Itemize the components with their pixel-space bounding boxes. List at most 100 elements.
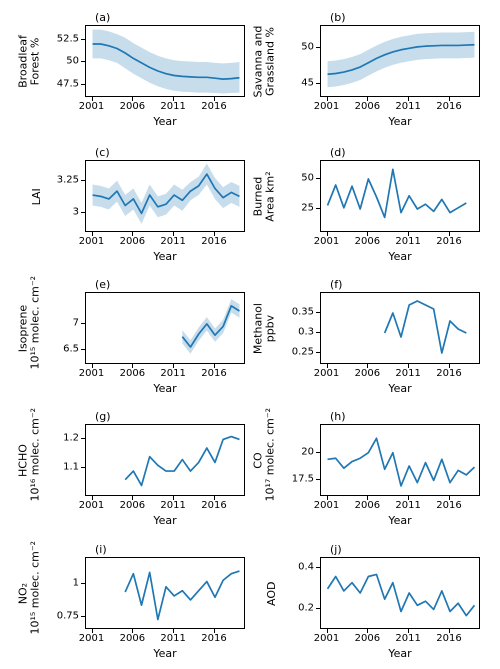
x-tick-label: 2006 [120,236,145,247]
y-tick [81,180,85,181]
y-tick-label: 47.5 [57,78,79,89]
panel-j [320,557,480,629]
x-axis-label: Year [385,382,415,395]
plot-area [86,293,246,365]
confidence-band [328,32,475,87]
y-tick-label: 0.3 [298,327,314,338]
x-axis-label: Year [385,115,415,128]
y-tick-label: 52.5 [57,33,79,44]
plot-area [321,558,481,630]
x-tick-label: 2001 [314,368,339,379]
y-tick-label: 1.2 [63,433,79,444]
x-tick-label: 2016 [201,101,226,112]
y-tick [81,616,85,617]
panel-label: (i) [95,543,107,556]
y-tick [316,312,320,313]
y-tick [81,583,85,584]
panel-a [85,25,245,97]
x-axis-label: Year [385,250,415,263]
x-tick-label: 2016 [201,368,226,379]
x-tick-label: 2006 [120,368,145,379]
y-tick-label: 20 [301,446,314,457]
y-tick-label: 7 [73,317,79,328]
y-tick-label: 17.5 [292,474,314,485]
y-tick [316,352,320,353]
panel-label: (e) [95,278,110,291]
x-tick-label: 2001 [314,101,339,112]
plot-area [321,26,481,98]
y-tick [316,332,320,333]
y-tick [81,467,85,468]
plot-area [86,558,246,630]
panel-label: (d) [330,146,346,159]
y-axis-label: NO₂ 10¹⁵ molec. cm⁻² [17,553,40,635]
y-tick-label: 0.75 [57,610,79,621]
y-tick [81,84,85,85]
y-tick [316,178,320,179]
x-tick-label: 2006 [120,500,145,511]
confidence-band [93,30,240,94]
panel-b [320,25,480,97]
x-tick-label: 2001 [79,101,104,112]
panel-label: (h) [330,410,346,423]
x-tick-label: 2011 [395,500,420,511]
x-axis-label: Year [150,647,180,660]
y-tick-label: 50 [301,173,314,184]
y-tick [81,61,85,62]
series-line [125,571,239,619]
plot-area [86,161,246,233]
y-axis-label: LAI [31,155,43,237]
x-tick-label: 2001 [79,633,104,644]
x-axis-label: Year [150,514,180,527]
x-tick-label: 2006 [355,633,380,644]
panel-h [320,424,480,496]
x-tick-label: 2001 [314,633,339,644]
panel-label: (g) [95,410,111,423]
x-axis-label: Year [150,250,180,263]
y-tick [81,438,85,439]
plot-area [86,425,246,497]
panel-label: (a) [95,11,110,24]
panel-label: (j) [330,543,342,556]
y-tick [81,212,85,213]
x-axis-label: Year [150,115,180,128]
y-tick-label: 0.2 [298,603,314,614]
y-tick [316,608,320,609]
x-tick-label: 2016 [436,368,461,379]
x-tick-label: 2016 [201,236,226,247]
panel-i [85,557,245,629]
x-tick-label: 2016 [201,500,226,511]
x-axis-label: Year [385,514,415,527]
y-axis-label: Broadleaf Forest % [17,21,40,103]
y-tick-label: 25 [301,203,314,214]
panel-d [320,160,480,232]
y-tick [316,452,320,453]
y-axis-label: CO 10¹⁷ molec. cm⁻² [252,420,275,502]
y-axis-label: Isoprene 10¹⁵ molec. cm⁻² [17,288,40,370]
x-tick-label: 2011 [395,368,420,379]
plot-area [86,26,246,98]
plot-area [321,293,481,365]
x-tick-label: 2011 [160,500,185,511]
panel-label: (f) [330,278,342,291]
y-axis-label: HCHO 10¹⁶ molec. cm⁻² [17,420,40,502]
x-tick-label: 2016 [201,633,226,644]
series-line [385,301,467,353]
y-axis-label: AOD [266,552,278,634]
x-tick-label: 2001 [79,500,104,511]
y-tick [81,323,85,324]
series-line [328,574,475,615]
y-tick-label: 0.35 [292,307,314,318]
x-tick-label: 2006 [120,633,145,644]
x-tick-label: 2011 [395,633,420,644]
panel-label: (b) [330,11,346,24]
x-tick-label: 2006 [120,101,145,112]
y-tick-label: 0.25 [292,347,314,358]
x-tick-label: 2016 [436,500,461,511]
x-tick-label: 2016 [436,633,461,644]
y-axis-label: Savanna and Grassland % [252,21,275,103]
x-tick-label: 2006 [355,500,380,511]
x-tick-label: 2006 [355,101,380,112]
x-tick-label: 2001 [79,368,104,379]
x-tick-label: 2011 [395,101,420,112]
